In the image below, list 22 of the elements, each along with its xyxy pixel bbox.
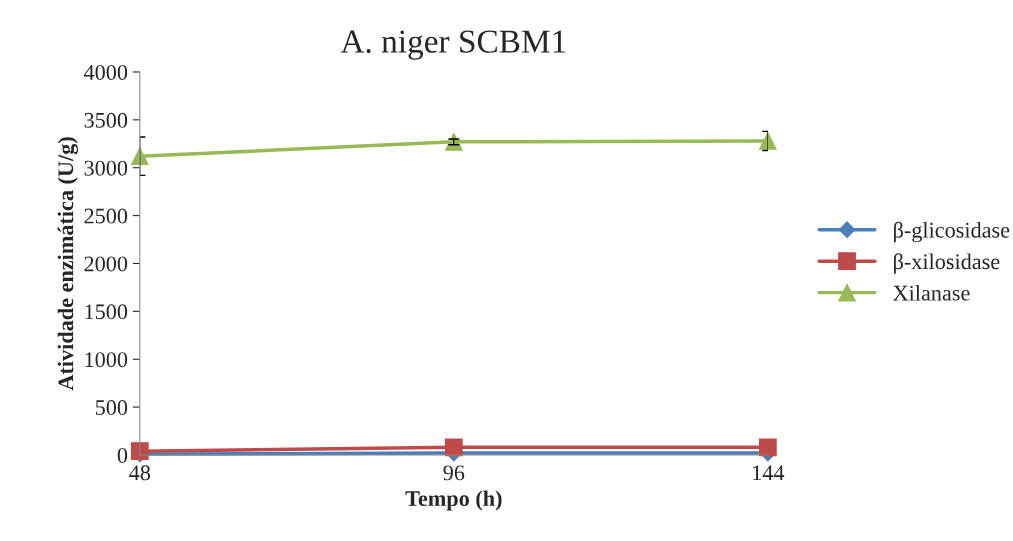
y-tick-label: 1000: [85, 352, 128, 368]
x-tick-label: 96: [443, 465, 465, 481]
legend-label: β-glicosidase: [894, 221, 1010, 243]
x-tick-label: 144: [753, 465, 785, 481]
point: [759, 438, 777, 457]
y-tick-label: 4000: [83, 64, 128, 80]
x-axis-title: Tempo (h): [405, 490, 502, 511]
y-tick-label: 1500: [85, 304, 128, 320]
y-tick-label: 0: [117, 447, 128, 463]
point: [759, 132, 777, 150]
legend-label: Xilanase: [893, 284, 970, 301]
y-axis-title: Atividade enzimática (U/g): [57, 137, 78, 391]
y-tick-label: 2500: [84, 208, 128, 224]
y-tick-label: 2000: [84, 256, 128, 272]
x-tick-label: 48: [129, 465, 151, 481]
point: [130, 147, 149, 166]
chart-title: A. niger SCBM1: [340, 30, 566, 60]
y-tick-label: 3500: [84, 112, 128, 128]
point: [444, 438, 463, 457]
y-tick-label: 3000: [84, 160, 128, 176]
y-tick-label: 500: [95, 400, 128, 416]
legend-label: β-xilosidase: [894, 253, 1000, 274]
